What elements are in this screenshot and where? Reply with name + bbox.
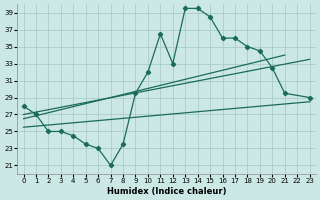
X-axis label: Humidex (Indice chaleur): Humidex (Indice chaleur) (107, 187, 226, 196)
